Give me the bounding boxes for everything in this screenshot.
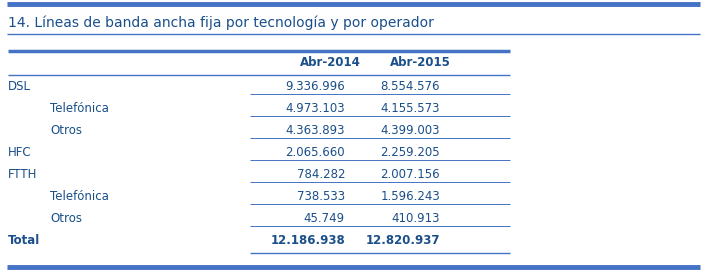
Text: 2.065.660: 2.065.660 (286, 147, 345, 160)
Text: DSL: DSL (8, 80, 31, 93)
Text: 410.913: 410.913 (392, 212, 440, 225)
Text: 4.973.103: 4.973.103 (286, 102, 345, 115)
Text: 4.363.893: 4.363.893 (286, 124, 345, 137)
Text: Abr-2014: Abr-2014 (300, 56, 361, 69)
Text: 784.282: 784.282 (296, 169, 345, 182)
Text: Total: Total (8, 234, 40, 247)
Text: Telefónica: Telefónica (50, 102, 109, 115)
Text: 2.007.156: 2.007.156 (380, 169, 440, 182)
Text: 1.596.243: 1.596.243 (380, 191, 440, 204)
Text: 9.336.996: 9.336.996 (285, 80, 345, 93)
Text: 4.399.003: 4.399.003 (380, 124, 440, 137)
Text: 14. Líneas de banda ancha fija por tecnología y por operador: 14. Líneas de banda ancha fija por tecno… (8, 16, 434, 31)
Text: 45.749: 45.749 (304, 212, 345, 225)
Text: Otros: Otros (50, 124, 82, 137)
Text: 12.820.937: 12.820.937 (366, 234, 440, 247)
Text: HFC: HFC (8, 147, 32, 160)
Text: 2.259.205: 2.259.205 (380, 147, 440, 160)
Text: 738.533: 738.533 (297, 191, 345, 204)
Text: 8.554.576: 8.554.576 (380, 80, 440, 93)
Text: Otros: Otros (50, 212, 82, 225)
Text: Abr-2015: Abr-2015 (390, 56, 450, 69)
Text: Telefónica: Telefónica (50, 191, 109, 204)
Text: FTTH: FTTH (8, 169, 37, 182)
Text: 4.155.573: 4.155.573 (380, 102, 440, 115)
Text: 12.186.938: 12.186.938 (270, 234, 345, 247)
